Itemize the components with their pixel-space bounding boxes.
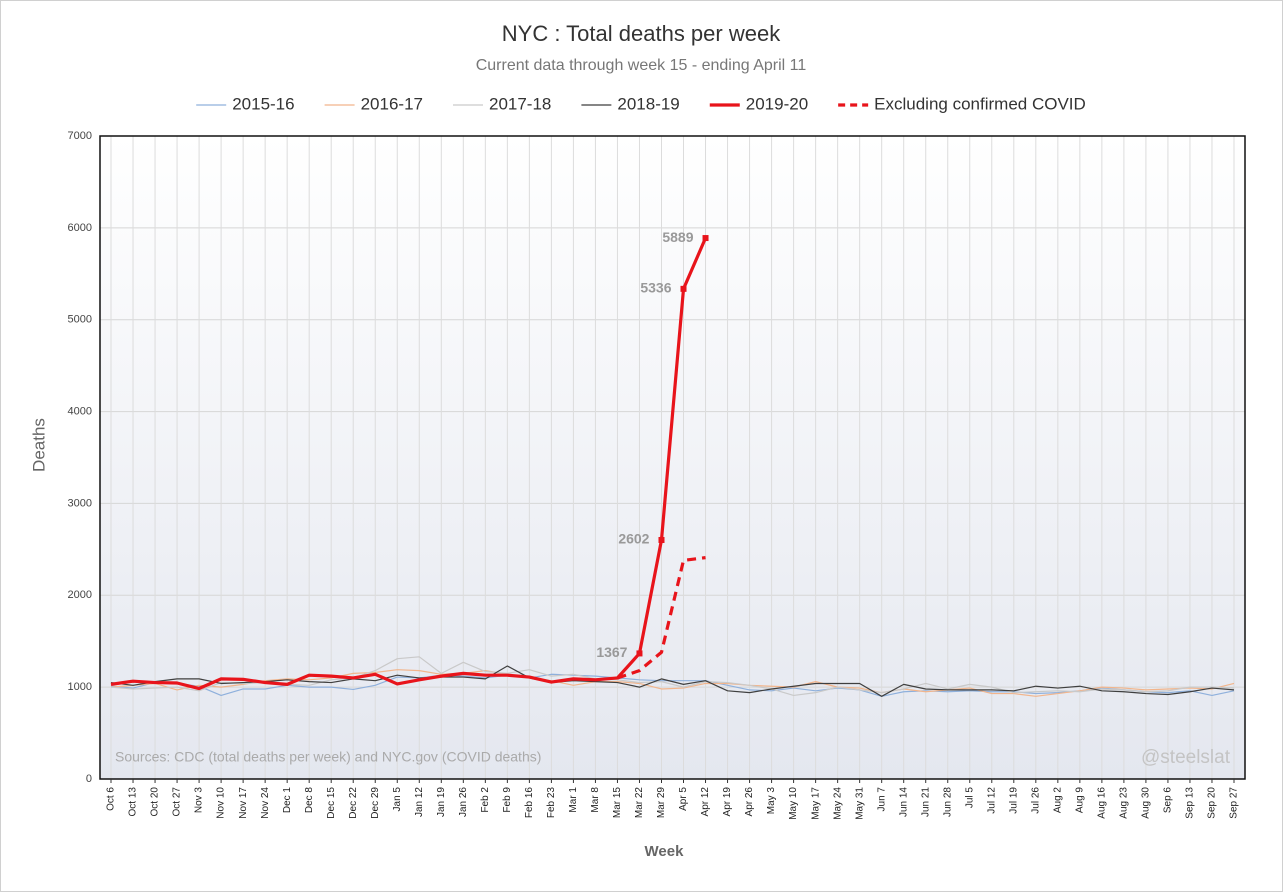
legend-item: 2016-17 xyxy=(324,94,423,113)
x-tick-label: Aug 2 xyxy=(1052,787,1063,814)
legend-label: 2016-17 xyxy=(361,94,423,113)
y-tick-label: 6000 xyxy=(68,222,92,234)
x-tick-label: Jan 12 xyxy=(414,787,425,817)
y-tick-label: 1000 xyxy=(68,681,92,693)
x-tick-label: Apr 26 xyxy=(744,787,755,817)
x-tick-label: Jan 19 xyxy=(436,787,447,817)
y-tick-label: 4000 xyxy=(68,405,92,417)
legend: 2015-16 2016-17 2017-18 2018-19 2019-20 Exclu… xyxy=(196,94,1086,113)
x-tick-label: Feb 2 xyxy=(480,787,491,813)
x-tick-label: May 31 xyxy=(854,787,865,820)
legend-label: 2015-16 xyxy=(232,94,294,113)
data-label: 5889 xyxy=(662,229,693,245)
x-tick-label: Oct 20 xyxy=(150,787,161,817)
legend-item: 2015-16 xyxy=(196,94,295,113)
x-tick-label: Nov 3 xyxy=(194,787,205,814)
x-tick-label: Jul 12 xyxy=(986,787,997,814)
data-label: 5336 xyxy=(640,280,671,296)
x-tick-label: Jan 26 xyxy=(458,787,469,817)
legend-label: 2017-18 xyxy=(489,94,551,113)
series-line xyxy=(110,673,1235,697)
x-tick-label: Nov 10 xyxy=(216,787,227,819)
x-tick-label: Jul 26 xyxy=(1030,787,1041,814)
y-tick-label: 3000 xyxy=(68,497,92,509)
x-tick-label: Nov 17 xyxy=(238,787,249,819)
chart-title: NYC : Total deaths per week xyxy=(502,21,781,46)
plot-border xyxy=(99,135,1246,780)
x-tick-label: May 10 xyxy=(788,787,799,820)
series-line xyxy=(616,556,706,680)
legend-label: Excluding confirmed COVID xyxy=(874,94,1086,113)
data-label: 2602 xyxy=(618,531,649,547)
x-tick-label: May 17 xyxy=(810,787,821,820)
y-tick-label: 7000 xyxy=(68,130,92,142)
point-marker xyxy=(658,536,665,543)
x-tick-label: Jul 19 xyxy=(1008,787,1019,814)
legend-label: 2018-19 xyxy=(617,94,679,113)
x-tick-label: Aug 30 xyxy=(1141,787,1152,819)
x-tick-label: Aug 23 xyxy=(1119,787,1130,819)
x-tick-label: Nov 24 xyxy=(260,787,271,819)
x-tick-label: Aug 16 xyxy=(1097,787,1108,819)
watermark: @steelslat xyxy=(1141,747,1231,768)
x-tick-label: Dec 22 xyxy=(348,787,359,819)
x-tick-label: Oct 6 xyxy=(106,787,117,811)
legend-label: 2019-20 xyxy=(746,94,808,113)
series-line xyxy=(110,656,1235,697)
y-tick-label: 2000 xyxy=(68,589,92,601)
data-label: 1367 xyxy=(596,644,627,660)
point-marker xyxy=(680,285,687,292)
x-tick-label: Oct 27 xyxy=(172,787,183,817)
plot-area xyxy=(100,136,1245,779)
legend-item: Excluding confirmed COVID xyxy=(838,94,1086,113)
x-tick-label: Jun 21 xyxy=(920,787,931,817)
x-tick-label: May 24 xyxy=(832,787,843,820)
x-tick-label: Apr 12 xyxy=(700,787,711,817)
x-tick-label: May 3 xyxy=(766,787,777,815)
x-tick-label: Sep 20 xyxy=(1207,787,1218,819)
x-tick-label: Apr 5 xyxy=(678,787,689,811)
x-tick-label: Feb 16 xyxy=(524,787,535,819)
x-tick-label: Dec 29 xyxy=(370,787,381,819)
x-tick-label: Jan 5 xyxy=(392,787,403,812)
x-tick-label: Mar 29 xyxy=(656,787,667,819)
x-tick-label: Mar 15 xyxy=(612,787,623,819)
x-tick-label: Jun 14 xyxy=(898,787,909,817)
legend-item: 2019-20 xyxy=(709,94,808,113)
point-marker xyxy=(702,235,709,242)
y-axis-title: Deaths xyxy=(29,418,48,472)
x-tick-label: Dec 15 xyxy=(326,787,337,819)
source-note: Sources: CDC (total deaths per week) and… xyxy=(115,749,541,765)
x-tick-label: Oct 13 xyxy=(128,787,139,817)
x-tick-label: Dec 1 xyxy=(282,787,293,814)
x-tick-label: Jun 28 xyxy=(942,787,953,817)
x-tick-label: Sep 13 xyxy=(1185,787,1196,819)
point-marker xyxy=(636,650,643,657)
x-tick-label: Feb 9 xyxy=(502,787,513,813)
x-tick-label: Feb 23 xyxy=(546,787,557,819)
chart-subtitle: Current data through week 15 - ending Ap… xyxy=(476,57,807,74)
x-tick-label: Mar 22 xyxy=(634,787,645,819)
x-tick-label: Dec 8 xyxy=(304,787,315,814)
x-tick-label: Aug 9 xyxy=(1074,787,1085,814)
y-tick-label: 5000 xyxy=(68,314,92,326)
x-tick-label: Apr 19 xyxy=(722,787,733,817)
x-tick-label: Jul 5 xyxy=(964,787,975,809)
legend-item: 2017-18 xyxy=(452,94,551,113)
legend-item: 2018-19 xyxy=(581,94,680,113)
x-tick-label: Mar 8 xyxy=(590,787,601,813)
x-tick-label: Mar 1 xyxy=(568,787,579,813)
x-axis-title: Week xyxy=(645,843,685,860)
x-tick-label: Sep 6 xyxy=(1163,787,1174,814)
x-tick-label: Jun 7 xyxy=(876,787,887,812)
y-tick-label: 0 xyxy=(86,773,92,785)
series-line xyxy=(110,237,707,691)
x-tick-label: Sep 27 xyxy=(1229,787,1240,819)
